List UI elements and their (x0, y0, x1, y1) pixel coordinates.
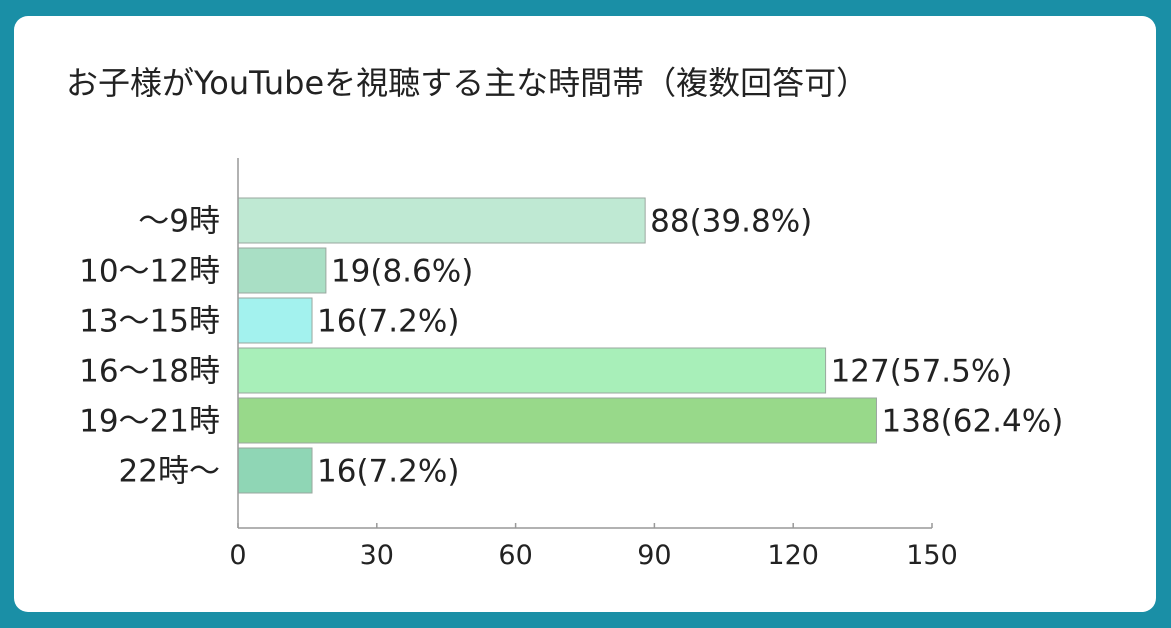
x-tick-label-0: 0 (229, 540, 246, 571)
value-label-0: 88(39.8%) (650, 204, 812, 240)
value-label-3: 127(57.5%) (831, 354, 1013, 390)
category-label-1: 10～12時 (79, 254, 220, 290)
bar-2 (237, 297, 313, 344)
category-label-2: 13～15時 (79, 304, 220, 340)
bar-3 (237, 347, 827, 394)
bar-1 (237, 247, 327, 294)
category-label-0: ～9時 (138, 204, 220, 240)
value-label-5: 16(7.2%) (317, 454, 459, 490)
value-label-2: 16(7.2%) (317, 304, 459, 340)
category-label-5: 22時～ (119, 454, 220, 490)
category-label-4: 19～21時 (79, 404, 220, 440)
category-label-3: 16～18時 (79, 354, 220, 390)
x-tick-label-3: 90 (637, 540, 671, 571)
x-tick-label-1: 30 (360, 540, 394, 571)
x-tick-label-4: 120 (767, 540, 819, 571)
bar-5 (237, 447, 313, 494)
value-label-4: 138(62.4%) (881, 404, 1063, 440)
x-tick-label-5: 150 (906, 540, 958, 571)
value-label-1: 19(8.6%) (331, 254, 473, 290)
chart-title: お子様がYouTubeを視聴する主な時間帯（複数回答可） (66, 64, 869, 102)
chart-card (14, 16, 1156, 612)
bar-4 (237, 397, 877, 444)
x-tick-label-2: 60 (498, 540, 532, 571)
bar-0 (237, 197, 646, 244)
